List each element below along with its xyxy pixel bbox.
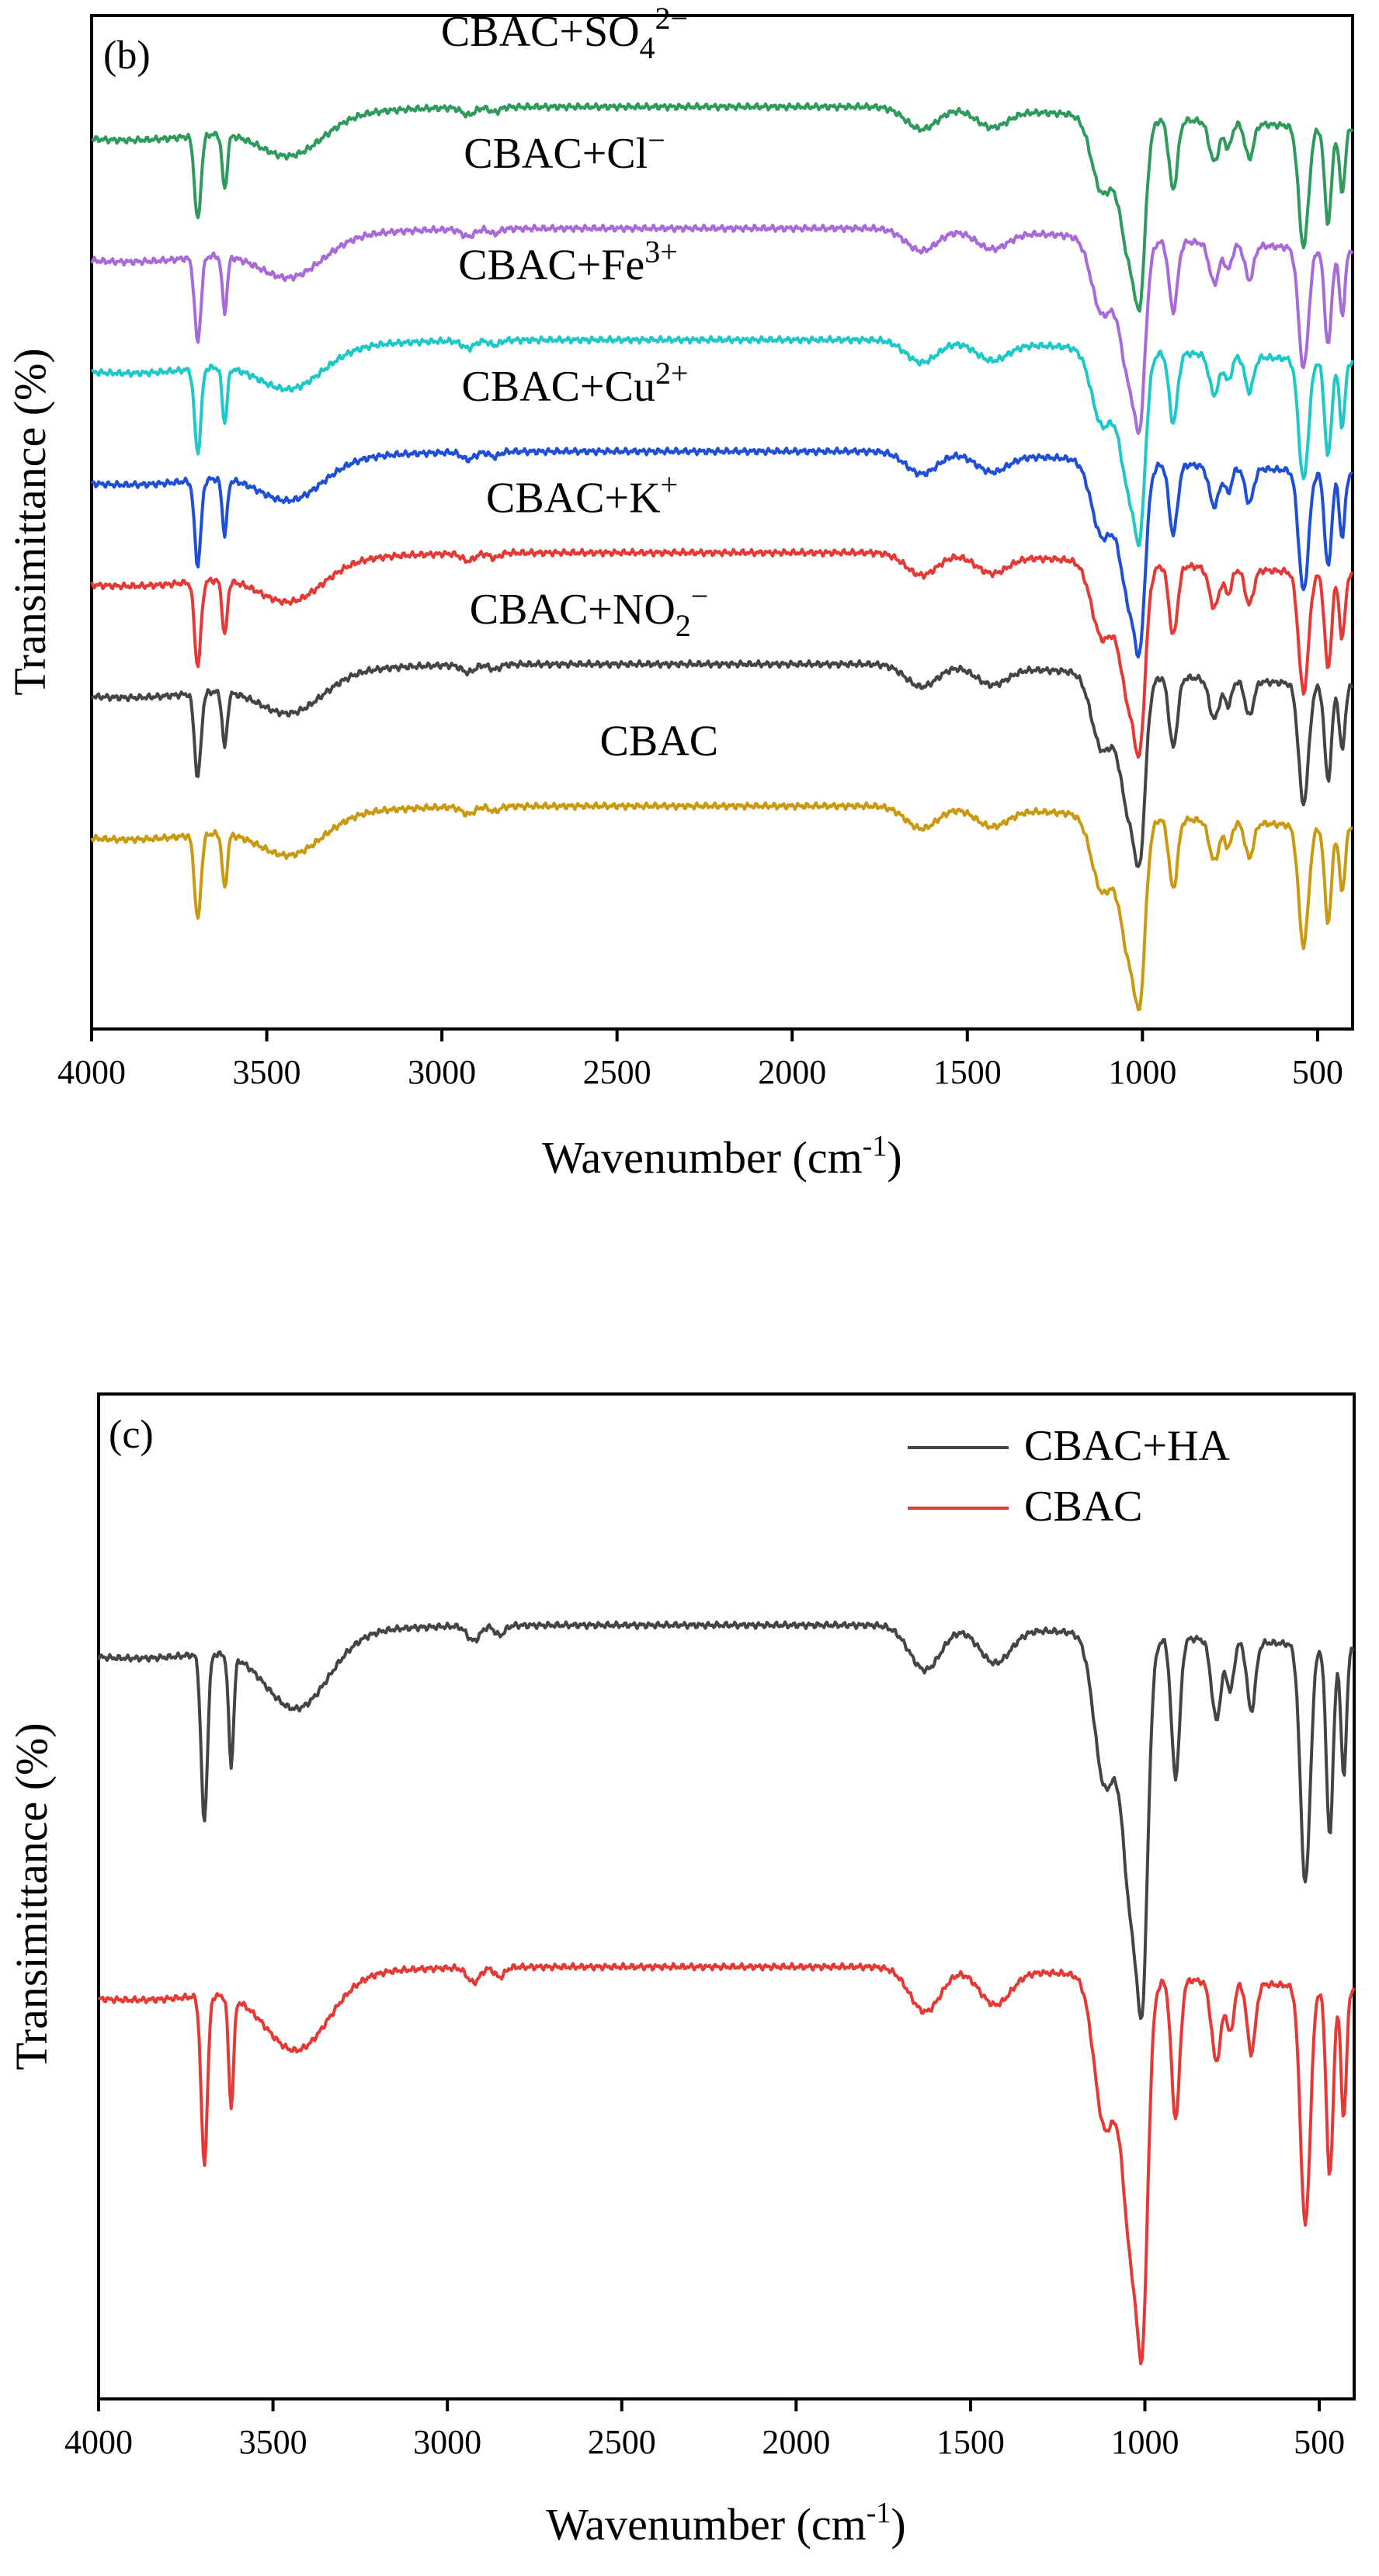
x-tick-label: 3000 — [413, 2423, 481, 2461]
series-line-cbac-no2-5 — [90, 659, 1354, 868]
series-line-cbac-k-4 — [90, 548, 1354, 759]
legend-label: CBAC — [1024, 1483, 1143, 1531]
x-tick-label: 2500 — [583, 1053, 651, 1091]
x-tick-label: 3000 — [408, 1053, 476, 1091]
x-tick-label: 2500 — [588, 2423, 656, 2461]
x-tick-label: 3500 — [233, 1053, 301, 1091]
series-lines-c — [97, 1620, 1356, 2366]
x-tick-label: 500 — [1294, 2423, 1345, 2461]
series-label: CBAC+K+ — [486, 467, 678, 522]
series-lines-b — [90, 102, 1354, 1012]
x-tick-label: 2000 — [762, 2423, 830, 2461]
chart-panel-c: (c) 4000 3500 3000 2500 2000 1500 1000 500 CBAC… — [6, 1392, 1356, 2550]
series-labels-b: CBAC+SO42− CBAC+Cl− CBAC+Fe3+ CBAC+Cu2+ CBAC… — [441, 1, 718, 766]
panel-label-b: (b) — [103, 33, 151, 78]
series-line-cbac-cl-1 — [90, 223, 1354, 436]
x-axis-title-b-sup: -1 — [863, 1130, 887, 1163]
x-tick-label: 500 — [1292, 1053, 1343, 1091]
legend-label: CBAC+HA — [1024, 1422, 1231, 1470]
x-axis-title-c-sup: -1 — [867, 2497, 891, 2529]
series-label: CBAC+SO42− — [441, 1, 688, 65]
series-label: CBAC — [600, 718, 719, 766]
x-tick-label: 1000 — [1111, 2423, 1179, 2461]
panel-label-c: (c) — [109, 1413, 154, 1457]
series-line-cbac-so4-0 — [91, 102, 1354, 313]
x-tick-label: 1000 — [1108, 1053, 1176, 1091]
y-axis-title-c: Transimittance (%) — [6, 1723, 57, 2070]
chart-panel-b: (b) 4000 3500 3000 2500 2000 1500 1000 500 CBAC… — [5, 1, 1354, 1183]
x-tick-label: 2000 — [758, 1053, 826, 1091]
x-tick-label: 4000 — [64, 2423, 133, 2461]
series-label: CBAC+Fe3+ — [458, 234, 678, 289]
series-line-cbac-cu-3 — [90, 447, 1353, 659]
plot-frame-c — [97, 1392, 1356, 2400]
x-axis-ticks-b: 4000 3500 3000 2500 2000 1500 1000 500 — [57, 1029, 1343, 1091]
legend-c: CBAC+HA CBAC — [908, 1422, 1231, 1531]
series-line-cbac-6 — [90, 801, 1353, 1012]
plot-frame-b — [90, 14, 1354, 1031]
series-line-cbac-1 — [97, 1962, 1356, 2366]
x-tick-label: 1500 — [933, 1053, 1002, 1091]
x-tick-label: 4000 — [57, 1053, 126, 1091]
x-tick-label: 1500 — [936, 2423, 1005, 2461]
x-axis-title-c-close: ) — [891, 2499, 905, 2550]
x-axis-title-b-close: ) — [887, 1132, 901, 1183]
series-label: CBAC+Cl− — [464, 123, 665, 178]
x-axis-title-b: Wavenumber (cm-1) — [542, 1130, 901, 1183]
x-axis-title-c: Wavenumber (cm-1) — [546, 2497, 905, 2550]
x-tick-label: 3500 — [239, 2423, 307, 2461]
series-line-cbac-fe-2 — [90, 335, 1354, 548]
x-axis-title-c-main: Wavenumber (cm — [546, 2499, 866, 2550]
series-label: CBAC+NO2− — [470, 579, 709, 643]
series-line-cbac-ha-0 — [97, 1620, 1355, 2021]
y-axis-title-b: Transimittance (%) — [5, 348, 55, 695]
x-axis-title-b-main: Wavenumber (cm — [542, 1132, 862, 1183]
x-axis-ticks-c: 4000 3500 3000 2500 2000 1500 1000 500 — [64, 2399, 1345, 2461]
series-label: CBAC+Cu2+ — [462, 356, 689, 411]
